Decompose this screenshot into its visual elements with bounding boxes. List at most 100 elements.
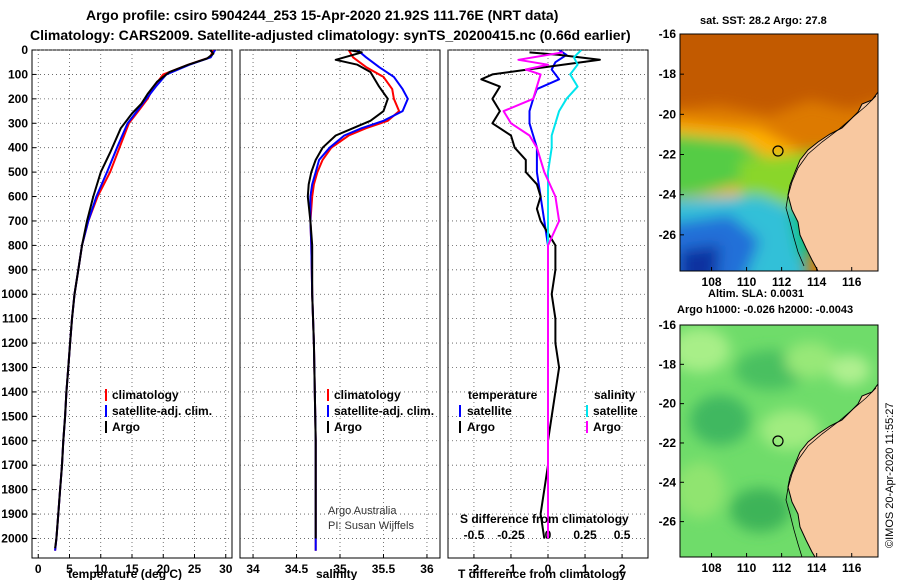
x-tick-label: 10 (94, 562, 108, 576)
difference-legend: temperature satellite Argo salinity sate… (459, 388, 638, 434)
series-line-argo (480, 51, 601, 539)
legend-t-sat-label: satellite (467, 404, 512, 418)
map-y-tick-label: -24 (659, 188, 677, 202)
map-y-tick-label: -16 (659, 318, 677, 332)
map-y-tick-label: -20 (659, 107, 677, 121)
s-diff-tick-label: 0.5 (614, 528, 631, 542)
legend-sat-clim-label: satellite-adj. clim. (112, 404, 212, 418)
map-y-tick-label: -26 (659, 228, 677, 242)
depth-tick-label: 1700 (1, 458, 28, 472)
panel-series (480, 50, 601, 539)
depth-tick-label: 1900 (1, 507, 28, 521)
x-tick-label: -2 (469, 562, 480, 576)
map-x-tick-label: 116 (842, 275, 862, 289)
legend-s-argo-label: Argo (593, 420, 621, 434)
argo-position-marker (772, 435, 784, 447)
bathymetry-contour (785, 387, 877, 557)
x-tick-label: -1 (506, 562, 517, 576)
sla-map-frame (679, 324, 879, 558)
depth-tick-label: 1000 (1, 287, 28, 301)
figure-title-line2: Climatology: CARS2009. Satellite-adjuste… (30, 27, 631, 43)
legend-argo-label: Argo (334, 420, 362, 434)
depth-tick-label: 300 (8, 116, 28, 130)
sla-map-title-line2: Argo h1000: -0.026 h2000: -0.0043 (677, 304, 853, 316)
temperature-axis-label: temperature (deg C) (68, 567, 182, 580)
sst-map-title: sat. SST: 28.2 Argo: 27.8 (700, 15, 827, 27)
x-tick-label: 25 (188, 562, 202, 576)
sst-map-ticks: 108 110 112 114 116 -16 -18 -20 -22 -24 -26 (659, 27, 862, 289)
depth-tick-label: 2000 (1, 531, 28, 545)
series-line-satellite-adj-clim (54, 50, 216, 551)
sst-map-field (680, 34, 878, 271)
series-line-climatology (54, 50, 215, 551)
map-y-tick-label: -22 (659, 436, 677, 450)
sla-map-title-line1: Altim. SLA: 0.0031 (708, 288, 804, 300)
map-y-tick-label: -18 (659, 357, 677, 371)
sst-map-frame (679, 33, 879, 272)
depth-tick-label: 400 (8, 141, 28, 155)
x-tick-label: 30 (219, 562, 233, 576)
depth-tick-label: 700 (8, 214, 28, 228)
map-y-tick-label: -22 (659, 148, 677, 162)
map-y-tick-label: -16 (659, 27, 677, 41)
panel-series (54, 50, 216, 551)
depth-tick-label: 1400 (1, 385, 28, 399)
map-x-tick-label: 116 (842, 561, 862, 575)
map-y-tick-label: -24 (659, 475, 677, 489)
depth-tick-label: 600 (8, 190, 28, 204)
x-tick-label: 0 (545, 562, 552, 576)
legend-argo-label: Argo (112, 420, 140, 434)
credit-argo-australia: Argo Australia (328, 505, 397, 517)
map-x-tick-label: 110 (737, 275, 757, 289)
series-line-argo (54, 50, 215, 549)
x-tick-label: 5 (66, 562, 73, 576)
x-tick-label: 2 (619, 562, 626, 576)
depth-tick-label: 200 (8, 92, 28, 106)
grid-layer (32, 49, 648, 558)
series-layer (54, 50, 601, 551)
credit-pi-name: PI: Susan Wijffels (328, 520, 414, 532)
imos-credit: ©IMOS 20-Apr-2020 11:55:27 (884, 403, 896, 548)
map-y-tick-label: -26 (659, 515, 677, 529)
map-y-tick-label: -18 (659, 67, 677, 81)
legend-s-sat-label: satellite (593, 404, 638, 418)
salinity-legend: climatology satellite-adj. clim. Argo Ar… (327, 388, 434, 532)
x-tick-label: 34 (246, 562, 260, 576)
depth-tick-label: 1600 (1, 434, 28, 448)
temperature-legend: climatology satellite-adj. clim. Argo (105, 388, 212, 434)
sla-map-field (680, 325, 878, 557)
depth-tick-label: 1800 (1, 483, 28, 497)
panel-series (306, 50, 409, 551)
depth-tick-labels: 0 100 200 300 400 500 600 700 800 900 1000 1100 1200… (1, 43, 36, 545)
map-x-tick-label: 112 (772, 275, 792, 289)
s-diff-tick-label: -0.5 (464, 528, 485, 542)
depth-tick-label: 0 (21, 43, 28, 57)
s-diff-tick-label: 0.25 (573, 528, 597, 542)
x-tick-label: 20 (157, 562, 171, 576)
legend-sat-clim-label: satellite-adj. clim. (334, 404, 434, 418)
depth-tick-label: 1300 (1, 361, 28, 375)
series-line-argo (306, 50, 389, 539)
depth-tick-label: 1100 (2, 312, 28, 326)
x-tick-label: 36 (420, 562, 434, 576)
series-line-climatology (309, 50, 401, 551)
s-diff-tick-label: -0.25 (497, 528, 525, 542)
legend-climatology-label: climatology (334, 388, 401, 402)
x-tick-label: 35 (333, 562, 347, 576)
map-x-tick-label: 108 (702, 275, 722, 289)
depth-tick-label: 500 (8, 165, 28, 179)
x-tick-label: 15 (125, 562, 139, 576)
depth-tick-label: 1200 (1, 336, 28, 350)
depth-tick-label: 100 (8, 67, 28, 81)
sla-map-ticks: 108 110 112 114 116 -16 -18 -20 -22 -24 -26 (659, 318, 862, 575)
s-difference-axis-label: S difference from climatology (460, 512, 629, 526)
x-tick-label: 35.5 (372, 562, 396, 576)
map-x-tick-label: 114 (807, 275, 827, 289)
legend-temperature-title: temperature (468, 388, 538, 402)
x-tick-labels: 0 5 10 15 20 25 30 34 34.5 35 35.5 36 -2 -1 0 1 2 -0.5 -0.… (35, 528, 631, 576)
map-y-tick-label: -20 (659, 397, 677, 411)
bathymetry-contour (785, 95, 877, 267)
map-x-tick-label: 108 (702, 561, 722, 575)
legend-t-argo-label: Argo (467, 420, 495, 434)
